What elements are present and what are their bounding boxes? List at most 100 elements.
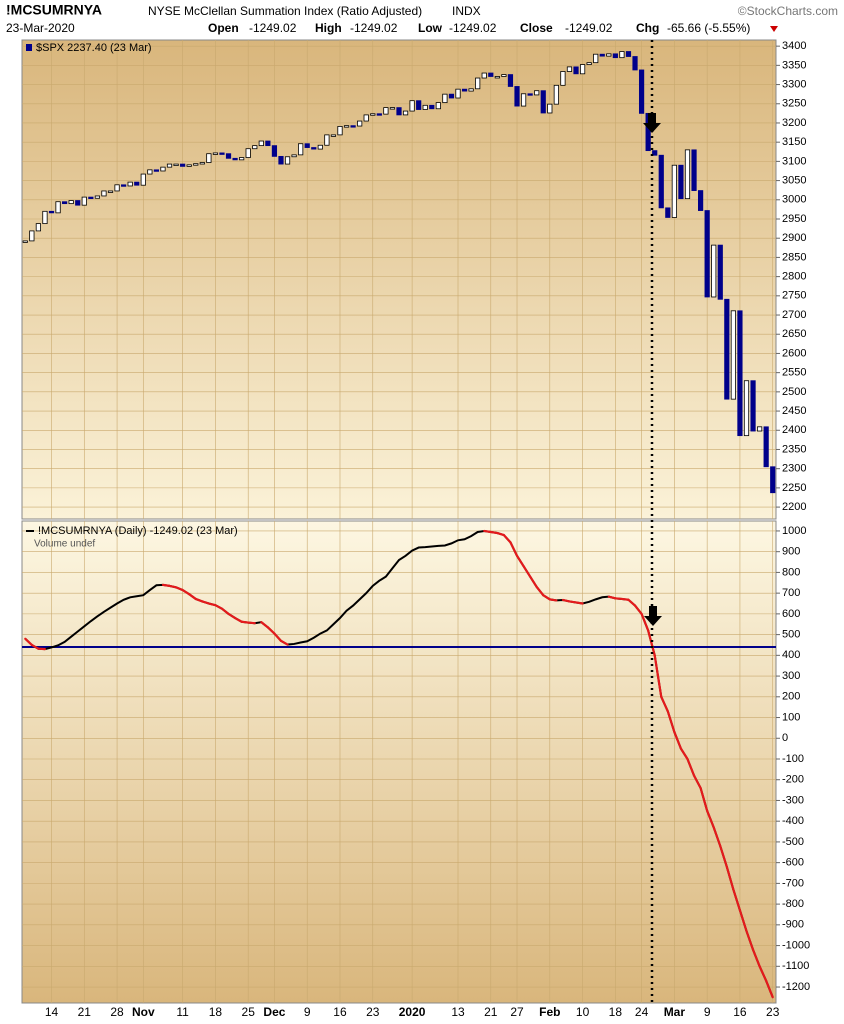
decline-segment (666, 710, 676, 734)
candle (370, 113, 376, 116)
y-tick-label: -900 (782, 919, 804, 931)
candle (678, 164, 684, 200)
y-tick-label: 2450 (782, 405, 806, 417)
candle (560, 71, 566, 86)
decline-segment (542, 594, 551, 601)
volume-note: Volume undef (34, 539, 95, 550)
candle (42, 210, 48, 225)
candle (435, 102, 441, 110)
candle (409, 100, 415, 112)
decline-segment (529, 575, 538, 589)
decline-segment (751, 948, 761, 968)
candle (55, 201, 61, 214)
decline-segment (699, 786, 709, 812)
y-tick-label: -1000 (782, 939, 810, 951)
y-tick-label: 3050 (782, 174, 806, 186)
candle (658, 154, 664, 209)
date: 23-Mar-2020 (6, 21, 75, 35)
candle (166, 163, 173, 168)
y-tick-label: 3100 (782, 155, 806, 167)
x-tick-label: Mar (664, 1005, 686, 1019)
high-value: -1249.02 (350, 21, 398, 35)
x-tick-label: Nov (132, 1005, 155, 1019)
decline-segment (489, 530, 499, 535)
y-tick-label: 2350 (782, 443, 806, 455)
candle (665, 207, 671, 218)
x-tick-label: 27 (510, 1005, 524, 1019)
y-tick-label: 2900 (782, 232, 806, 244)
candle (363, 114, 369, 122)
candle (501, 74, 507, 77)
candle (376, 113, 382, 116)
decline-segment (483, 529, 492, 534)
y-tick-label: 500 (782, 629, 800, 641)
y-tick-label: 2200 (782, 501, 806, 513)
decline-segment (522, 565, 532, 578)
candle (475, 77, 481, 90)
decline-segment (496, 531, 506, 537)
decline-segment (279, 639, 289, 646)
candle (619, 51, 625, 59)
candle (612, 53, 618, 59)
x-tick-label: 21 (78, 1005, 92, 1019)
candle (704, 210, 710, 298)
candle (625, 51, 632, 57)
candle (81, 196, 87, 206)
candle (35, 223, 41, 232)
decline-segment (548, 598, 558, 602)
candle (743, 380, 750, 437)
candle (265, 140, 271, 147)
x-tick-label: 13 (451, 1005, 465, 1019)
decline-segment (607, 595, 617, 600)
y-tick-label: 2800 (782, 271, 806, 283)
x-tick-label: 23 (366, 1005, 380, 1019)
x-tick-label: 16 (733, 1005, 747, 1019)
x-tick-label: 9 (304, 1005, 311, 1019)
candle (514, 86, 520, 107)
x-tick-label: 10 (576, 1005, 590, 1019)
candle (324, 134, 330, 146)
candle (671, 164, 677, 218)
y-tick-label: 2700 (782, 309, 806, 321)
decline-segment (24, 637, 33, 647)
y-tick-label: 3350 (782, 59, 806, 71)
x-tick-label: 23 (766, 1005, 780, 1019)
decline-segment (227, 612, 237, 620)
decline-segment (732, 888, 742, 912)
decline-segment (745, 929, 755, 951)
decline-segment (653, 654, 663, 698)
candle (579, 64, 586, 75)
decline-segment (640, 612, 650, 632)
decline-segment (627, 598, 637, 607)
y-tick-label: -600 (782, 857, 804, 869)
candle (278, 155, 284, 165)
candle (186, 164, 192, 167)
candle (357, 120, 363, 127)
candle (638, 69, 645, 114)
x-tick-label: Feb (539, 1005, 560, 1019)
indicator-legend: !MCSUMRNYA (Daily) -1249.02 (23 Mar) (38, 525, 238, 537)
x-tick-label: 14 (45, 1005, 59, 1019)
x-tick-label: 9 (704, 1005, 711, 1019)
candle (147, 169, 153, 175)
decline-segment (574, 601, 584, 605)
decline-segment (220, 607, 230, 615)
y-tick-label: 3300 (782, 78, 806, 90)
decline-segment (725, 865, 735, 891)
candle (737, 310, 743, 437)
candle (652, 150, 658, 156)
candle (750, 380, 756, 432)
candle (173, 163, 179, 166)
y-tick-label: 300 (782, 670, 800, 682)
candle (724, 298, 730, 400)
candle (330, 134, 337, 137)
chg-value: -65.66 (-5.55%) (667, 21, 750, 35)
candle (75, 200, 81, 206)
candle (304, 143, 310, 148)
candle (239, 157, 245, 161)
candle (291, 154, 297, 158)
decline-segment (719, 844, 728, 868)
decline-segment (188, 593, 197, 601)
candle (402, 110, 409, 116)
